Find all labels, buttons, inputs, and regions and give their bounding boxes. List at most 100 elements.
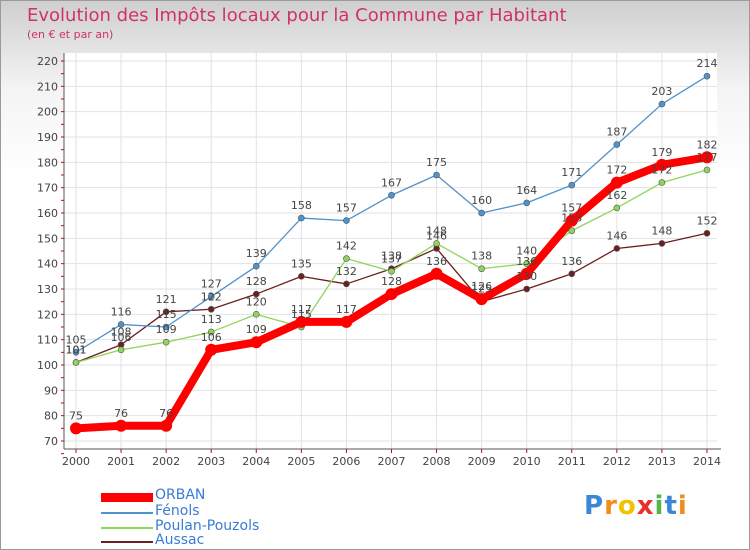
data-label-f-nols: 164 [516,184,537,197]
legend-label: ORBAN [155,487,206,503]
y-tick-label: 190 [37,131,58,144]
data-label-orban: 136 [426,255,447,268]
data-point-orban [700,151,713,164]
data-label-aussac: 148 [651,224,672,237]
y-tick-label: 140 [37,258,58,271]
data-point-orban [655,158,668,171]
data-label-f-nols: 139 [246,247,267,260]
x-tick-label: 2008 [423,455,451,468]
data-point-poulan-pouzols [568,227,576,235]
data-point-orban [340,315,353,328]
logo-letter: i [677,491,688,521]
x-tick-label: 2014 [693,455,721,468]
data-label-poulan-pouzols: 120 [246,295,267,308]
data-point-f-nols [162,323,170,331]
data-point-orban [385,288,398,301]
proxiti-logo: Proxiti [584,491,688,521]
data-label-f-nols: 167 [381,176,402,189]
data-label-aussac: 101 [66,343,87,356]
y-tick-label: 80 [44,410,58,423]
data-label-orban: 117 [336,303,357,316]
data-point-orban [160,419,173,432]
data-label-aussac: 130 [516,270,537,283]
data-point-f-nols [478,209,485,217]
data-point-orban [475,293,488,306]
legend-label: Fénols [155,503,200,519]
y-tick-label: 160 [37,207,58,220]
data-label-orban: 126 [471,280,492,293]
y-tick-label: 180 [37,156,58,169]
data-point-f-nols [72,349,80,356]
data-label-poulan-pouzols: 177 [696,151,717,164]
data-point-f-nols [523,199,531,207]
data-point-f-nols [568,181,576,189]
logo-letter: t [664,491,678,521]
data-label-orban: 109 [246,323,267,336]
data-label-orban: 106 [201,331,222,344]
data-label-poulan-pouzols: 142 [336,240,357,253]
logo-letter: P [584,491,605,521]
y-tick-label: 200 [37,106,58,119]
data-point-aussac [343,280,350,288]
data-point-orban [565,214,578,227]
y-tick-label: 170 [37,182,58,195]
data-point-f-nols [343,217,350,224]
data-label-f-nols: 160 [471,194,492,207]
data-label-poulan-pouzols: 153 [561,212,582,225]
y-tick-label: 150 [37,232,58,245]
data-point-f-nols [613,141,621,148]
y-tick-label: 100 [37,359,58,372]
data-point-aussac [298,273,305,280]
data-label-orban: 76 [114,407,128,420]
logo-letter: o [617,491,637,521]
x-tick-label: 2010 [513,455,541,468]
data-point-f-nols [298,214,305,222]
data-label-poulan-pouzols: 172 [651,164,672,177]
data-label-poulan-pouzols: 148 [426,224,447,237]
data-label-poulan-pouzols: 137 [381,252,402,265]
data-point-f-nols [433,171,440,179]
data-label-aussac: 146 [426,229,447,242]
y-tick-label: 70 [44,435,58,448]
data-label-f-nols: 171 [561,166,582,179]
x-tick-label: 2003 [197,455,225,468]
data-point-poulan-pouzols [343,255,350,262]
y-tick-label: 220 [37,55,58,68]
data-label-poulan-pouzols: 113 [201,313,222,326]
data-label-f-nols: 105 [66,333,87,346]
data-label-aussac: 108 [111,326,132,339]
data-point-orban [610,176,623,189]
data-point-orban [295,315,308,328]
data-point-poulan-pouzols [72,359,80,366]
data-point-orban [70,422,82,435]
data-point-f-nols [117,321,125,328]
x-tick-label: 2000 [62,455,90,468]
data-label-f-nols: 214 [696,57,717,70]
logo-letter: x [636,491,655,521]
x-tick-label: 2006 [332,455,360,468]
data-point-aussac [523,285,531,293]
legend-swatch [101,492,153,502]
data-point-aussac [568,270,576,278]
data-label-f-nols: 127 [201,278,222,291]
data-label-orban: 76 [159,407,173,420]
x-tick-label: 2007 [377,455,405,468]
data-point-aussac [658,240,666,247]
plot-area [64,53,717,441]
data-point-poulan-pouzols [703,166,711,174]
data-label-aussac: 132 [336,265,357,278]
data-point-orban [250,336,263,349]
data-point-poulan-pouzols [162,338,170,346]
data-label-aussac: 152 [696,214,717,227]
data-label-aussac: 138 [381,250,402,263]
data-point-aussac [252,290,260,298]
x-tick-label: 2004 [242,455,270,468]
data-point-poulan-pouzols [523,260,531,267]
data-point-poulan-pouzols [478,265,485,273]
data-point-poulan-pouzols [252,311,260,318]
data-point-poulan-pouzols [658,179,666,186]
x-tick-label: 2001 [107,455,135,468]
data-label-poulan-pouzols: 109 [156,323,177,336]
data-label-orban: 128 [381,275,402,288]
